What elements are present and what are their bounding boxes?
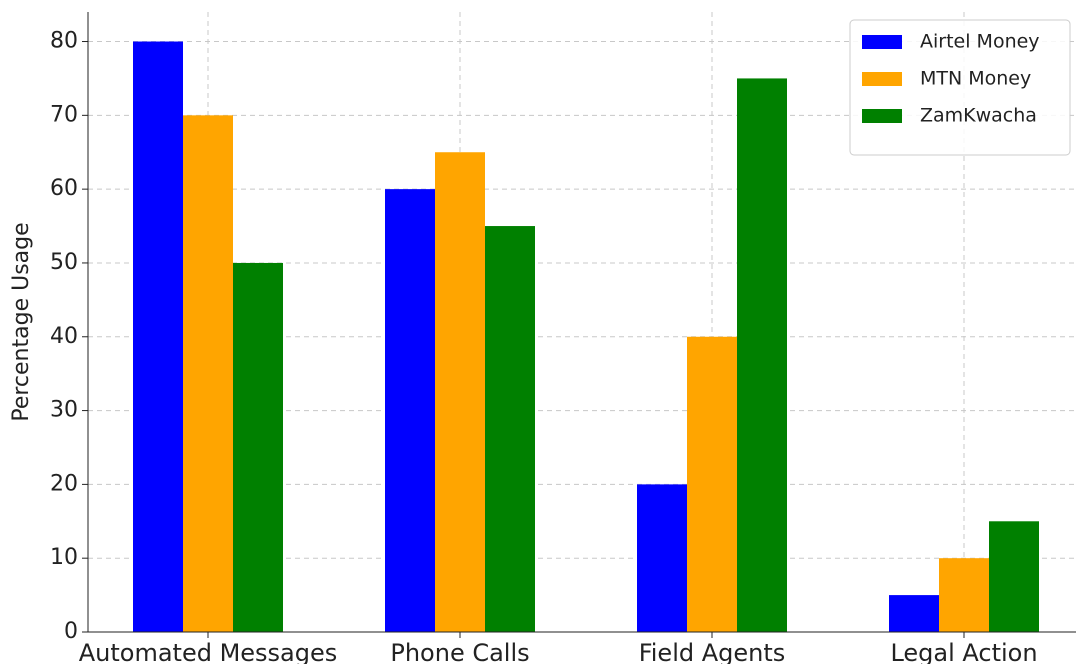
legend-label: ZamKwacha [920,105,1037,127]
bar [385,189,435,632]
y-tick-label: 20 [50,471,78,496]
x-tick-label: Legal Action [890,639,1037,664]
y-tick-label: 80 [50,29,78,54]
x-tick-label: Phone Calls [390,639,529,664]
legend-swatch [862,72,902,86]
y-tick-label: 0 [64,619,78,644]
legend-swatch [862,35,902,49]
y-tick-label: 10 [50,545,78,570]
bar [485,226,535,633]
y-tick-label: 30 [50,398,78,423]
legend-box [849,19,1071,156]
y-axis-label: Percentage Usage [9,222,34,421]
legend-swatch [862,109,902,123]
x-tick-label: Automated Messages [79,639,338,664]
bar [435,152,485,632]
bar [233,262,283,632]
y-tick-label: 60 [50,176,78,201]
bar [183,115,233,633]
legend: Airtel Money MTN Money ZamKwacha [849,19,1071,156]
bar [889,595,939,632]
bar [989,521,1039,632]
bar [687,336,737,632]
legend-label: MTN Money [920,68,1031,90]
y-tick-label: 70 [50,102,78,127]
bar [939,558,989,632]
y-tick-label: 50 [50,250,78,275]
x-tick-label: Field Agents [639,639,786,664]
bar [637,484,687,632]
bar [133,41,183,633]
bar [737,78,787,632]
y-tick-label: 40 [50,324,78,349]
legend-label: Airtel Money [920,31,1040,53]
